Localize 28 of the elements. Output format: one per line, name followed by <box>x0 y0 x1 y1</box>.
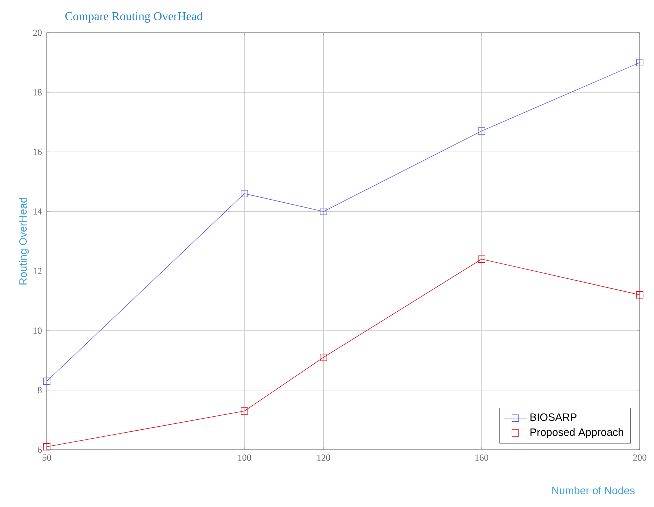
x-tick-label: 120 <box>318 454 330 461</box>
y-axis-title: Routing OverHead <box>19 198 30 285</box>
y-tick-label: 6 <box>38 446 42 454</box>
point <box>636 59 644 66</box>
y-tick-label: 12 <box>34 268 42 274</box>
y-tick-label: 14 <box>34 208 42 215</box>
point <box>478 128 486 135</box>
point <box>43 378 51 386</box>
point <box>241 190 248 198</box>
y-tick-label: 8 <box>38 387 42 394</box>
y-tick-label: 16 <box>34 149 42 156</box>
x-tick-label: 50 <box>42 454 52 461</box>
point <box>320 208 328 216</box>
x-tick-label: 160 <box>476 454 489 461</box>
y-tick-label: 20 <box>33 30 42 36</box>
x-tick-label: 100 <box>238 454 252 461</box>
point <box>241 408 248 415</box>
legend-label: BIOSARP <box>530 414 577 422</box>
point <box>636 292 644 299</box>
legend-label: Proposed Approach <box>530 428 624 438</box>
x-tick-label: 200 <box>633 454 647 461</box>
y-tick-label: 18 <box>34 89 42 96</box>
point <box>478 256 486 263</box>
chart-title: Compare Routing OverHead <box>66 12 203 23</box>
point <box>320 354 328 362</box>
x-axis-title: Number of Nodes <box>552 486 635 495</box>
y-tick-label: 10 <box>34 328 42 334</box>
point <box>43 443 51 451</box>
